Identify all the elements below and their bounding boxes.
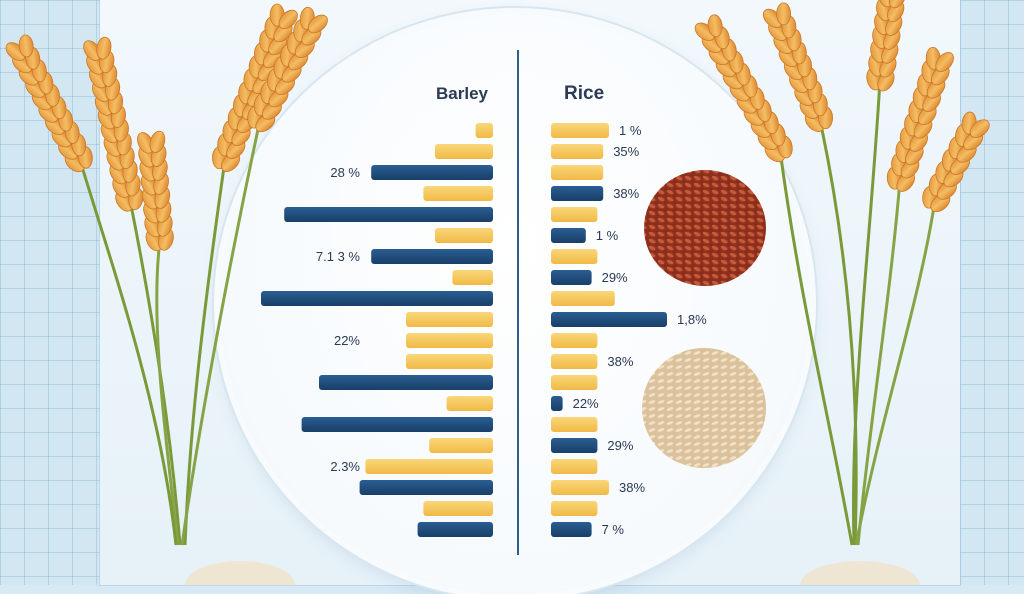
barley-bar-5 [284,207,493,222]
red-rice-pile-icon [644,170,766,286]
rice-bar-label-16: 29% [607,438,633,453]
rice-bar-label-1: 1 % [619,123,642,138]
barley-bar-17 [365,459,493,474]
rice-bar-label-10: 1,8% [677,312,707,327]
rice-bar-label-4: 38% [613,186,639,201]
rice-bar-label-12: 38% [607,354,633,369]
rice-bar-14 [551,396,563,411]
rice-bar-label-14: 22% [573,396,599,411]
rice-bar-7 [551,249,598,264]
wheat-stalks-left-icon [5,3,328,546]
rice-bar-15 [551,417,598,432]
barley-bar-15 [301,417,493,432]
rice-bar-16 [551,438,598,453]
barley-bar-13 [319,375,493,390]
rice-heap-bottom-right-icon [800,561,920,585]
rice-bar-label-8: 29% [602,270,628,285]
rice-bar-1 [551,123,609,138]
rice-bar-3 [551,165,604,180]
barley-bar-label-3: 28 % [330,165,360,180]
rice-bar-6 [551,228,586,243]
rice-bar-11 [551,333,598,348]
rice-bar-4 [551,186,604,201]
barley-bar-6 [435,228,493,243]
barley-bar-18 [359,480,493,495]
barley-bar-label-7: 7.1 3 % [316,249,361,264]
barley-bar-11 [406,333,493,348]
panel-title-rice: Rice [564,83,604,104]
brown-rice-pile-icon [642,348,766,468]
wheat-stalks-right-icon [694,0,990,546]
panel-title-barley: Barley [436,84,489,103]
barley-bar-8 [452,270,493,285]
barley-bar-14 [446,396,493,411]
rice-bar-label-18: 38% [619,480,645,495]
rice-bar-9 [551,291,615,306]
barley-bar-7 [371,249,493,264]
rice-bar-12 [551,354,598,369]
barley-bar-9 [261,291,493,306]
barley-bar-label-11: 22% [334,333,360,348]
barley-bar-19 [423,501,493,516]
rice-bar-17 [551,459,598,474]
rice-heap-bottom-left-icon [185,561,295,585]
rice-bar-label-6: 1 % [596,228,619,243]
barley-bar-3 [371,165,493,180]
rice-bar-5 [551,207,598,222]
rice-bar-2 [551,144,604,159]
rice-bar-13 [551,375,598,390]
barley-bar-4 [423,186,493,201]
rice-bar-10 [551,312,667,327]
barley-bar-1 [475,123,493,138]
rice-bar-19 [551,501,598,516]
barley-bars: 28 % 7.1 3 % 22% 2.3% [261,123,493,537]
barley-bar-2 [435,144,493,159]
rice-bar-18 [551,480,609,495]
rice-bars: 1 % 35% 38% 1 % 29% 1,8% 38% 22% 29% 38% 7 % [551,123,707,537]
barley-bar-20 [417,522,493,537]
barley-bar-12 [406,354,493,369]
barley-bar-10 [406,312,493,327]
barley-bar-16 [429,438,493,453]
rice-bar-label-2: 35% [613,144,639,159]
rice-bar-label-20: 7 % [602,522,625,537]
rice-bar-8 [551,270,592,285]
barley-bar-label-17: 2.3% [330,459,360,474]
rice-bar-20 [551,522,592,537]
